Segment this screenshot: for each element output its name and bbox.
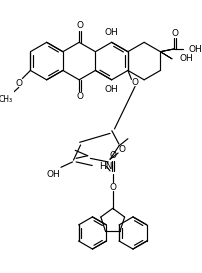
Text: O: O bbox=[109, 183, 116, 192]
Text: O: O bbox=[76, 92, 83, 101]
Text: O: O bbox=[118, 145, 124, 154]
Text: O: O bbox=[76, 21, 83, 30]
Text: O: O bbox=[131, 78, 138, 87]
Text: O: O bbox=[109, 151, 116, 160]
Text: OH: OH bbox=[104, 85, 118, 94]
Text: CH₃: CH₃ bbox=[0, 95, 13, 104]
Text: OH: OH bbox=[188, 44, 202, 54]
Text: OH: OH bbox=[178, 54, 192, 63]
Text: OH: OH bbox=[46, 170, 59, 179]
Text: O: O bbox=[170, 29, 177, 38]
Text: OH: OH bbox=[104, 28, 118, 37]
Text: HN: HN bbox=[99, 162, 112, 171]
Text: O: O bbox=[15, 79, 22, 88]
